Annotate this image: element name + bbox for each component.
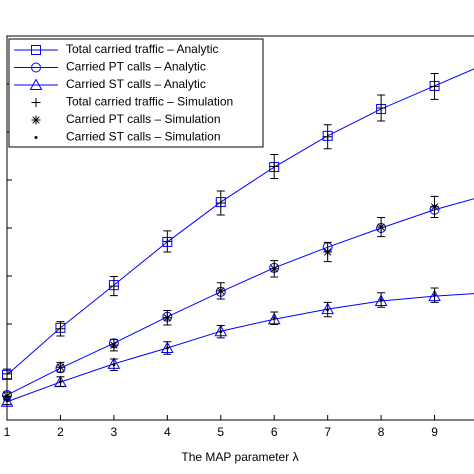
marker [29,78,43,90]
legend-label: Carried ST calls – Simulation [66,130,221,144]
marker [112,363,116,367]
marker [433,293,437,297]
x-tick-label: 4 [164,425,171,439]
marker [379,298,383,302]
marker [326,308,330,312]
x-tick-label: 3 [111,425,118,439]
marker [55,324,65,334]
series-line [6,293,474,403]
marker [430,81,440,91]
x-tick-label: 2 [57,425,64,439]
marker [272,316,276,320]
marker [109,281,119,291]
marker [31,115,41,125]
marker [58,380,62,384]
legend-label: Total carried traffic – Analytic [66,42,219,56]
marker [2,391,12,401]
series-line [6,198,474,396]
legend-label: Carried PT calls – Simulation [66,112,221,126]
marker [109,340,119,350]
marker [216,198,226,208]
marker [2,369,12,379]
x-tick-label: 1 [4,425,11,439]
marker [165,346,169,350]
legend: Total carried traffic – Analytic Carried … [8,38,264,148]
marker [5,399,9,403]
marker [31,98,41,107]
legend-label: Carried ST calls – Analytic [66,77,206,91]
legend-box [8,38,264,148]
x-tick-label: 5 [217,425,224,439]
marker [376,103,386,113]
x-tick-label: 8 [378,425,385,439]
marker [162,313,172,323]
x-tick-label: 7 [324,425,331,439]
marker [162,236,172,246]
marker [34,136,38,139]
legend-label: Total carried traffic – Simulation [66,95,233,109]
x-tick-label: 9 [431,425,438,439]
legend-label: Carried PT calls – Analytic [66,60,206,74]
x-axis-label: The MAP parameter λ [181,450,298,464]
marker [269,264,279,274]
marker [216,286,226,296]
marker [323,132,333,142]
marker [31,62,41,73]
marker [0,395,14,407]
marker [31,45,41,55]
marker [55,362,65,372]
marker [219,330,223,334]
marker [269,162,279,172]
series-line [6,68,474,376]
x-tick-label: 6 [271,425,278,439]
marker [430,202,440,212]
marker [323,247,333,257]
marker [376,222,386,232]
